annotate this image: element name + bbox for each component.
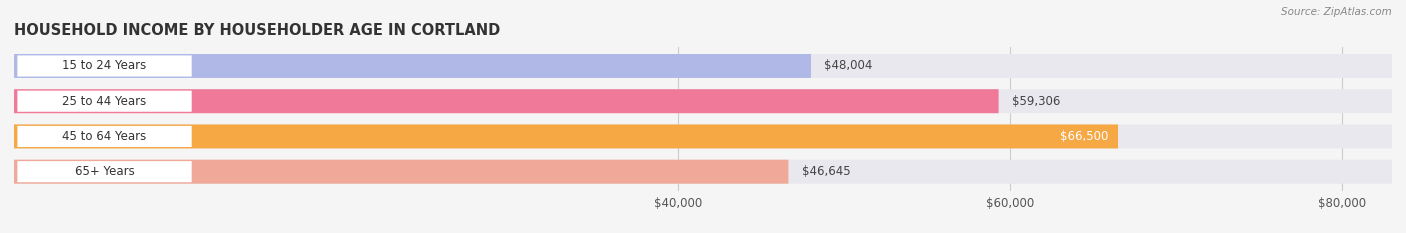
FancyBboxPatch shape [17,91,191,112]
FancyBboxPatch shape [14,89,1392,113]
FancyBboxPatch shape [14,124,1118,148]
FancyBboxPatch shape [17,126,191,147]
Text: Source: ZipAtlas.com: Source: ZipAtlas.com [1281,7,1392,17]
FancyBboxPatch shape [14,54,811,78]
Text: 25 to 44 Years: 25 to 44 Years [62,95,146,108]
FancyBboxPatch shape [14,124,1392,148]
FancyBboxPatch shape [14,160,1392,184]
FancyBboxPatch shape [17,161,191,182]
Text: $46,645: $46,645 [801,165,851,178]
FancyBboxPatch shape [17,55,191,77]
Text: $48,004: $48,004 [824,59,873,72]
Text: 15 to 24 Years: 15 to 24 Years [62,59,146,72]
Text: $66,500: $66,500 [1060,130,1108,143]
Text: 65+ Years: 65+ Years [75,165,135,178]
Text: 45 to 64 Years: 45 to 64 Years [62,130,146,143]
FancyBboxPatch shape [14,89,998,113]
Text: HOUSEHOLD INCOME BY HOUSEHOLDER AGE IN CORTLAND: HOUSEHOLD INCOME BY HOUSEHOLDER AGE IN C… [14,24,501,38]
Text: $59,306: $59,306 [1012,95,1060,108]
FancyBboxPatch shape [14,54,1392,78]
FancyBboxPatch shape [14,160,789,184]
